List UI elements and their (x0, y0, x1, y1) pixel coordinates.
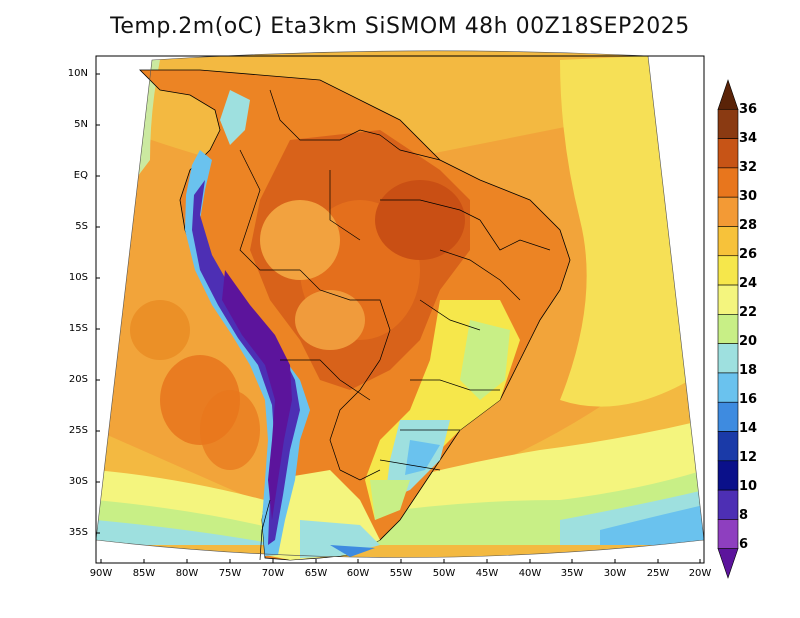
colorbar-segment (717, 167, 739, 198)
colorbar-label: 34 (739, 131, 758, 146)
lon-label: 55W (389, 568, 413, 579)
lat-label: 25S (68, 425, 88, 436)
lon-label: 20W (688, 568, 712, 579)
lat-label: 5N (74, 119, 88, 130)
colorbar-label: 16 (739, 392, 758, 407)
colorbar-label: 24 (739, 276, 758, 291)
lon-label: 80W (175, 568, 199, 579)
continent-south-america (139, 69, 571, 561)
colorbar-segment (717, 79, 739, 110)
colorbar-segment (717, 196, 739, 227)
colorbar-segment (717, 489, 739, 520)
plot-frame (95, 55, 705, 564)
colorbar-label: 30 (739, 189, 758, 204)
lon-label: 65W (304, 568, 328, 579)
colorbar-label: 8 (739, 508, 749, 523)
colorbar-label: 20 (739, 334, 758, 349)
colorbar-segment (717, 548, 739, 579)
colorbar-label: 26 (739, 247, 758, 262)
colorbar-segment (717, 108, 739, 139)
lon-label: 50W (432, 568, 456, 579)
colorbar-label: 12 (739, 450, 758, 465)
colorbar-label: 36 (739, 102, 758, 117)
colorbar-segment (717, 372, 739, 403)
lon-label: 75W (218, 568, 242, 579)
lat-label: EQ (73, 170, 88, 181)
lat-label: 10S (68, 272, 88, 283)
colorbar-label: 18 (739, 363, 758, 378)
lat-label: 15S (68, 323, 88, 334)
lat-label: 5S (75, 221, 88, 232)
lon-label: 25W (646, 568, 670, 579)
lon-label: 40W (518, 568, 542, 579)
colorbar-label: 6 (739, 537, 749, 552)
colorbar-segment (717, 343, 739, 374)
colorbar-segment (717, 255, 739, 286)
colorbar-segment (717, 226, 739, 257)
lon-label: 30W (603, 568, 627, 579)
colorbar-label: 22 (739, 305, 758, 320)
colorbar-segment (717, 431, 739, 462)
colorbar-segment (717, 460, 739, 491)
colorbar-label: 32 (739, 160, 758, 175)
political-borders (239, 89, 551, 561)
colorbar-label: 10 (739, 479, 758, 494)
colorbar-label: 14 (739, 421, 758, 436)
lon-label: 85W (132, 568, 156, 579)
lon-label: 60W (346, 568, 370, 579)
colorbar (717, 79, 739, 579)
lon-label: 90W (89, 568, 113, 579)
lat-label: 10N (67, 68, 88, 79)
lat-label: 35S (68, 527, 88, 538)
colorbar-label: 28 (739, 218, 758, 233)
lat-label: 30S (68, 476, 88, 487)
colorbar-segment (717, 401, 739, 432)
map-title: Temp.2m(oC) Eta3km SiSMOM 48h 00Z18SEP20… (110, 14, 690, 39)
lon-label: 45W (475, 568, 499, 579)
colorbar-segment (717, 138, 739, 169)
lat-label: 20S (68, 374, 88, 385)
lon-label: 35W (560, 568, 584, 579)
colorbar-segment (717, 284, 739, 315)
lon-label: 70W (261, 568, 285, 579)
colorbar-segment (717, 519, 739, 550)
colorbar-segment (717, 314, 739, 344)
